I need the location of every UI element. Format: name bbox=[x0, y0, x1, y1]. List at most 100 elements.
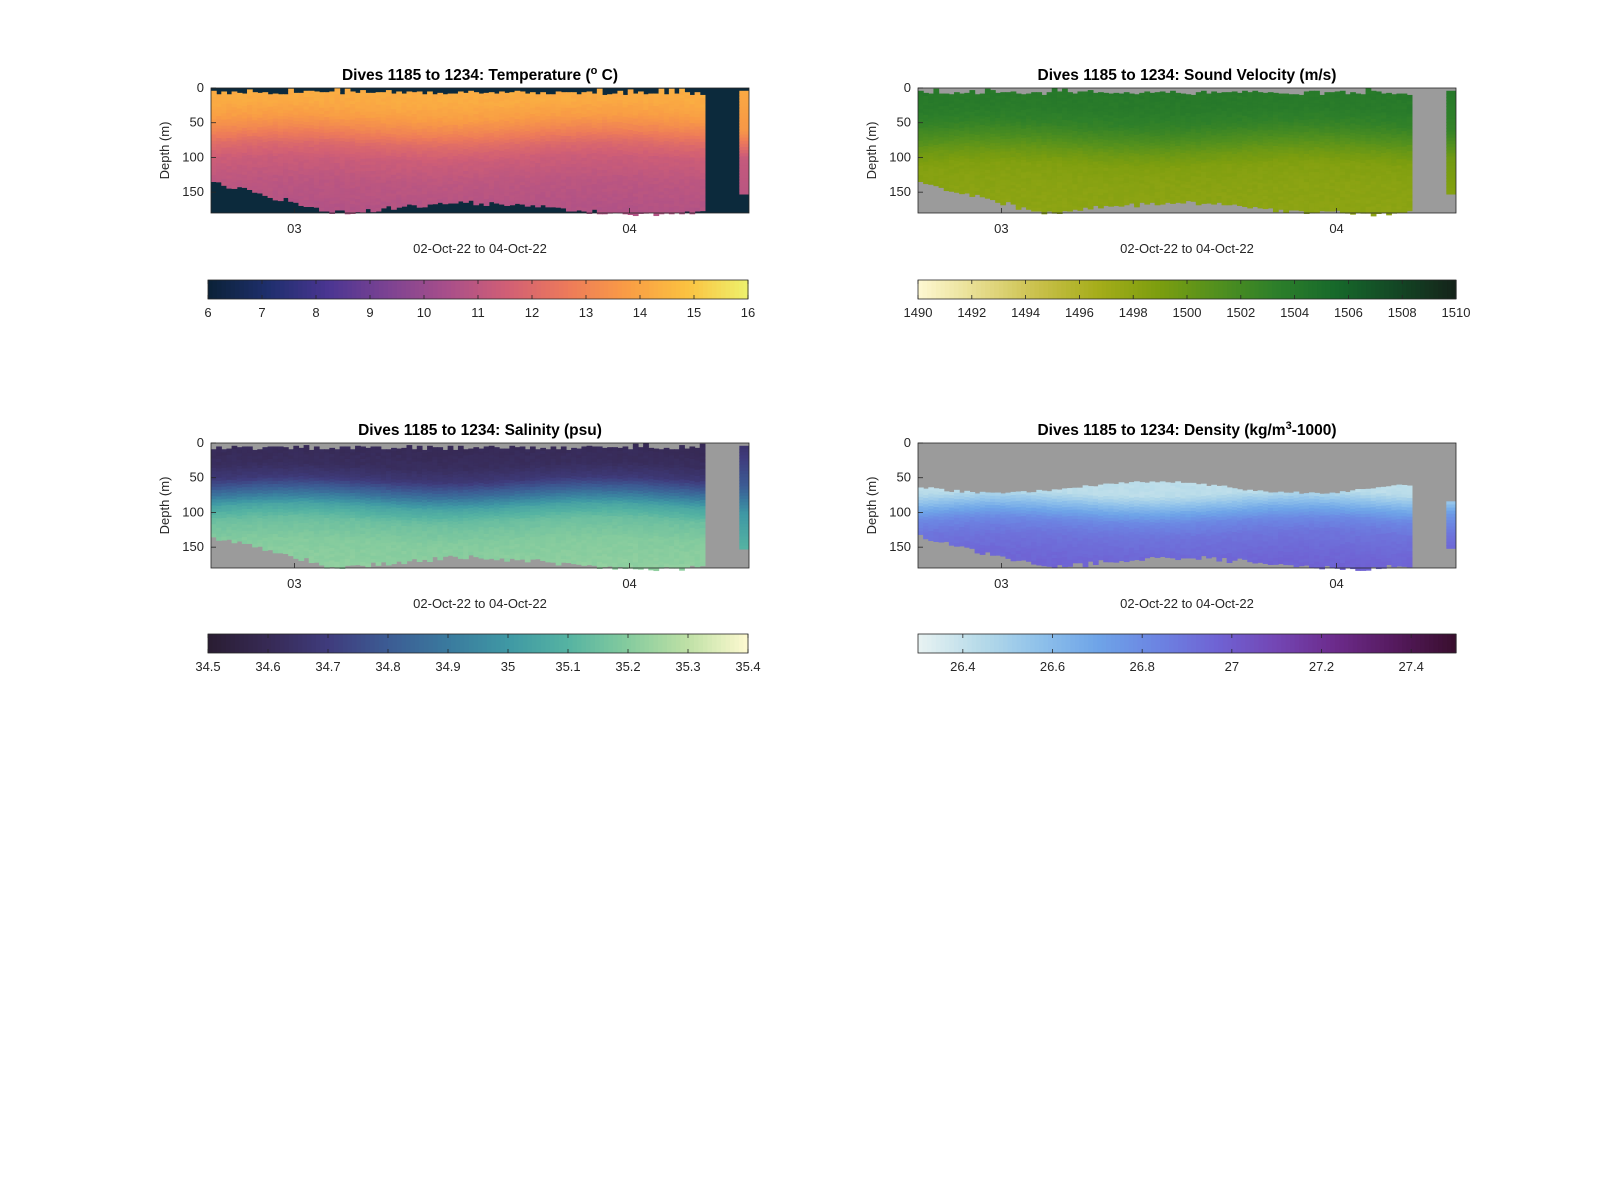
heatmap-cell bbox=[447, 115, 454, 120]
heatmap-cell bbox=[504, 120, 510, 125]
heatmap-cell bbox=[360, 93, 366, 97]
heatmap-cell bbox=[329, 119, 336, 124]
heatmap-cell bbox=[540, 129, 546, 134]
heatmap-cell bbox=[581, 104, 588, 109]
heatmap-cell bbox=[226, 113, 233, 117]
heatmap-cell bbox=[488, 132, 495, 137]
heatmap-cell bbox=[581, 139, 588, 143]
heatmap-cell bbox=[524, 190, 531, 195]
heatmap-cell bbox=[360, 205, 366, 210]
heatmap-cell bbox=[478, 199, 485, 204]
heatmap-cell bbox=[627, 123, 634, 128]
heatmap-cell bbox=[406, 132, 413, 136]
heatmap-cell bbox=[560, 126, 567, 131]
heatmap-cell bbox=[529, 182, 536, 187]
heatmap-cell bbox=[607, 203, 613, 208]
heatmap-cell bbox=[607, 147, 613, 152]
heatmap-cell bbox=[334, 178, 341, 183]
heatmap-cell bbox=[499, 135, 505, 139]
heatmap-cell bbox=[591, 134, 598, 138]
heatmap-cell bbox=[349, 132, 356, 136]
heatmap-cell bbox=[571, 95, 577, 100]
heatmap-cell bbox=[375, 195, 382, 200]
heatmap-cell bbox=[277, 128, 284, 133]
heatmap-cell bbox=[627, 180, 634, 184]
heatmap-cell bbox=[236, 99, 243, 103]
heatmap-cell bbox=[247, 161, 253, 165]
heatmap-cell bbox=[591, 109, 598, 113]
heatmap-cell bbox=[509, 123, 516, 128]
heatmap-cell bbox=[463, 139, 469, 144]
heatmap-cell bbox=[247, 105, 253, 109]
heatmap-cell bbox=[339, 175, 346, 180]
heatmap-cell bbox=[565, 132, 572, 137]
heatmap-cell bbox=[288, 132, 294, 137]
heatmap-cell bbox=[560, 151, 567, 156]
heatmap-cell bbox=[396, 103, 402, 108]
heatmap-cell bbox=[324, 151, 330, 156]
heatmap-cell bbox=[303, 153, 310, 158]
colorbar-swatch bbox=[712, 280, 718, 299]
heatmap-cell bbox=[514, 187, 521, 192]
heatmap-cell bbox=[488, 107, 495, 112]
heatmap-cell bbox=[360, 130, 366, 135]
heatmap-cell bbox=[612, 206, 619, 210]
heatmap-cell bbox=[499, 107, 505, 111]
heatmap-cell bbox=[601, 185, 608, 190]
heatmap-cell bbox=[514, 125, 521, 129]
heatmap-cell bbox=[473, 98, 480, 103]
heatmap-cell bbox=[339, 178, 346, 183]
heatmap-cell bbox=[1082, 203, 1089, 208]
heatmap-cell bbox=[241, 121, 248, 126]
heatmap-cell bbox=[421, 197, 428, 202]
heatmap-cell bbox=[478, 174, 485, 179]
heatmap-cell bbox=[571, 167, 577, 171]
heatmap-cell bbox=[355, 127, 361, 131]
heatmap-cell bbox=[334, 119, 341, 123]
heatmap-cell bbox=[529, 104, 536, 109]
heatmap-cell bbox=[463, 102, 469, 106]
heatmap-cell bbox=[236, 149, 243, 153]
heatmap-cell bbox=[231, 132, 238, 136]
heatmap-cell bbox=[427, 163, 433, 168]
heatmap-cell bbox=[406, 103, 413, 108]
heatmap-cell bbox=[308, 203, 315, 208]
heatmap-cell bbox=[504, 124, 510, 128]
heatmap-cell bbox=[632, 96, 639, 101]
heatmap-cell bbox=[247, 155, 253, 159]
heatmap-cell bbox=[401, 93, 408, 98]
heatmap-cell bbox=[344, 179, 351, 184]
heatmap-cell bbox=[416, 182, 423, 186]
heatmap-cell bbox=[581, 198, 588, 203]
heatmap-cell bbox=[457, 135, 464, 139]
heatmap-cell bbox=[514, 137, 521, 142]
heatmap-cell bbox=[601, 101, 608, 105]
heatmap-cell bbox=[319, 123, 325, 128]
heatmap-cell bbox=[452, 162, 459, 167]
heatmap-cell bbox=[617, 143, 624, 148]
heatmap-cell bbox=[457, 178, 464, 183]
heatmap-cell bbox=[463, 155, 469, 160]
heatmap-cell bbox=[1026, 206, 1032, 210]
heatmap-cell bbox=[591, 177, 598, 182]
heatmap-cell bbox=[478, 187, 485, 192]
heatmap-cell bbox=[571, 176, 577, 181]
heatmap-cell bbox=[442, 116, 449, 120]
heatmap-cell bbox=[365, 130, 372, 135]
heatmap-cell bbox=[216, 122, 222, 127]
heatmap-cell bbox=[252, 114, 258, 118]
heatmap-cell bbox=[601, 160, 608, 165]
heatmap-cell bbox=[272, 140, 279, 145]
heatmap-cell bbox=[519, 125, 526, 130]
heatmap-cell bbox=[483, 174, 490, 178]
heatmap-cell bbox=[442, 128, 449, 133]
heatmap-cell bbox=[334, 200, 341, 205]
heatmap-cell bbox=[277, 181, 284, 186]
heatmap-cell bbox=[427, 172, 433, 177]
heatmap-cell bbox=[493, 193, 500, 198]
heatmap-cell bbox=[324, 154, 330, 159]
heatmap-cell bbox=[262, 154, 269, 159]
heatmap-cell bbox=[627, 205, 634, 209]
heatmap-cell bbox=[216, 144, 222, 148]
heatmap-cell bbox=[565, 148, 572, 153]
